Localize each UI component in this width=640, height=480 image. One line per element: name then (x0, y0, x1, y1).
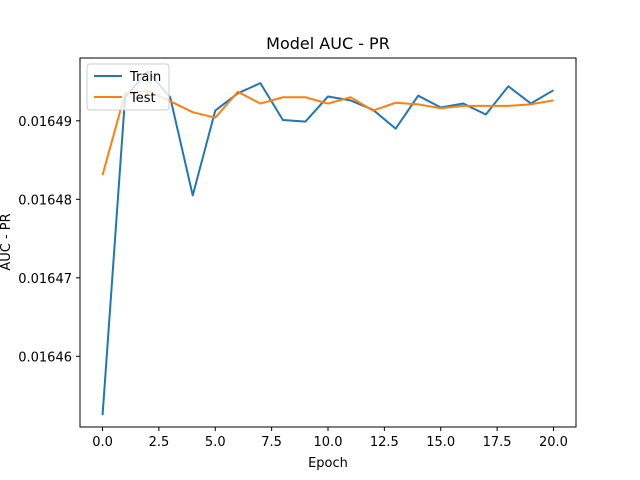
x-tick-label: 15.0 (426, 435, 455, 450)
x-axis-ticks: 0.0 2.5 5.0 7.5 10.0 12.5 15.0 17.5 20.0 (92, 427, 568, 450)
y-tick-label: 0.01648 (18, 193, 72, 208)
x-tick-label: 2.5 (149, 435, 170, 450)
series-line-test (101, 89, 554, 176)
y-axis-ticks: 0.01646 0.01647 0.01648 0.01649 (18, 115, 80, 365)
series-line-train (101, 70, 554, 416)
x-tick-label: 0.0 (92, 435, 113, 450)
x-tick-label: 10.0 (314, 435, 343, 450)
chart-title: Model AUC - PR (266, 34, 390, 53)
series-layer (101, 70, 554, 416)
x-tick-label: 20.0 (539, 435, 568, 450)
legend-label-train: Train (129, 70, 161, 85)
y-tick-label: 0.01649 (18, 115, 72, 130)
x-axis-label: Epoch (308, 456, 348, 471)
x-tick-label: 5.0 (205, 435, 226, 450)
legend: Train Test (86, 63, 170, 111)
y-axis-label: AUC - PR (0, 213, 14, 270)
y-tick-label: 0.01646 (18, 350, 72, 365)
legend-label-test: Test (129, 91, 156, 106)
x-tick-label: 7.5 (261, 435, 282, 450)
x-tick-label: 17.5 (483, 435, 512, 450)
y-tick-label: 0.01647 (18, 272, 72, 287)
x-tick-label: 12.5 (370, 435, 399, 450)
